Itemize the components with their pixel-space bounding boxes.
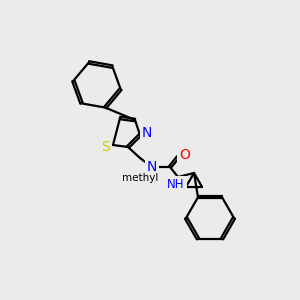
Text: O: O: [180, 148, 190, 162]
Text: NH: NH: [167, 178, 185, 190]
Text: N: N: [147, 160, 157, 174]
Text: S: S: [102, 140, 110, 154]
Text: N: N: [142, 126, 152, 140]
Text: methyl: methyl: [122, 173, 158, 183]
